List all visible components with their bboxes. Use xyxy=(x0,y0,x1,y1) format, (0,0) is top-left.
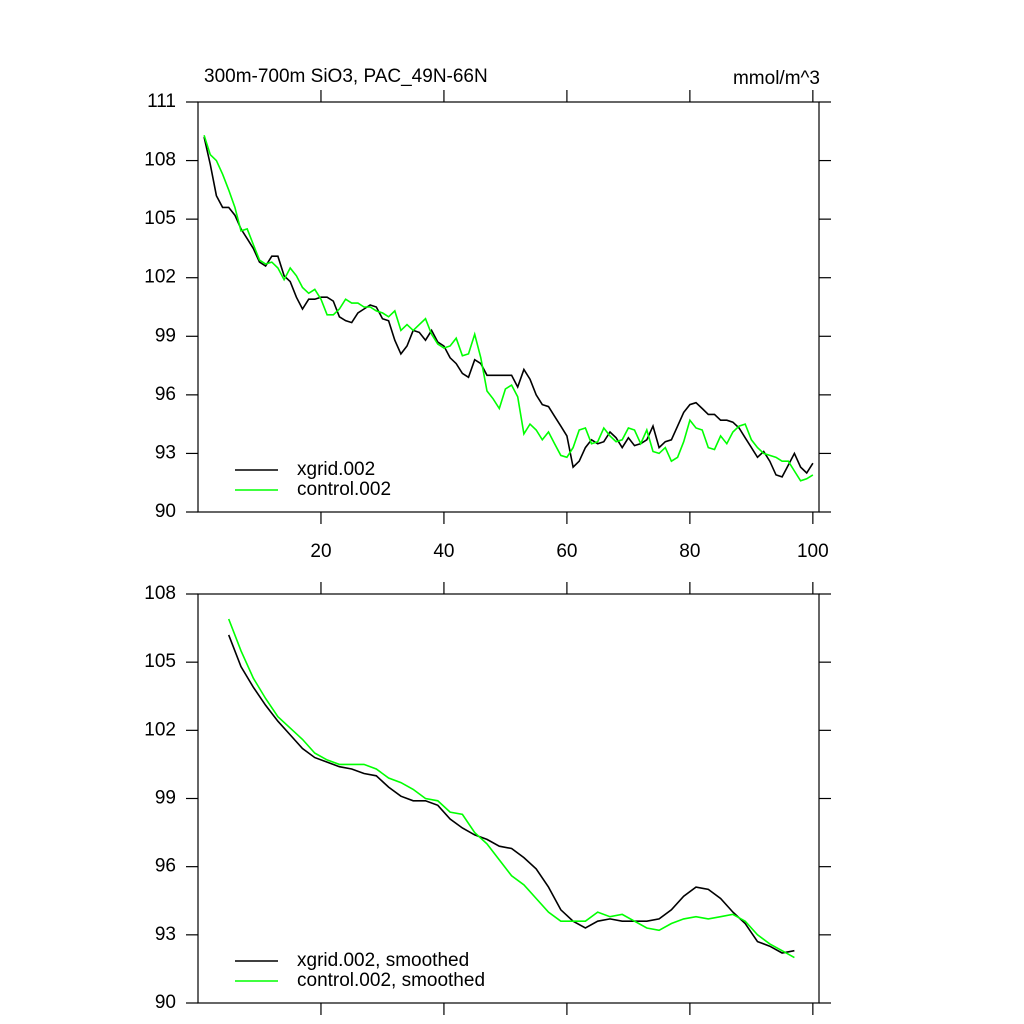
y-tick-label: 93 xyxy=(155,924,176,945)
legend-label: control.002 xyxy=(297,479,391,500)
chart-title: 300m-700m SiO3, PAC_49N-66N xyxy=(204,66,488,87)
y-tick-label: 105 xyxy=(144,208,176,229)
x-tick-label: 40 xyxy=(433,541,454,562)
legend-label: xgrid.002 xyxy=(297,459,375,480)
data-line xyxy=(203,136,814,478)
y-tick-label: 90 xyxy=(155,501,176,522)
y-tick-label: 102 xyxy=(144,719,176,740)
data-line xyxy=(203,134,814,482)
y-tick-label: 108 xyxy=(144,150,176,171)
y-tick-label: 102 xyxy=(144,267,176,288)
units-label: mmol/m^3 xyxy=(733,68,820,89)
y-tick-label: 93 xyxy=(155,442,176,463)
x-tick-label: 20 xyxy=(310,541,331,562)
data-line xyxy=(227,618,795,959)
y-tick-label: 99 xyxy=(155,325,176,346)
x-tick-label: 100 xyxy=(797,541,829,562)
y-tick-label: 96 xyxy=(155,856,176,877)
y-tick-label: 99 xyxy=(155,788,176,809)
y-tick-label: 96 xyxy=(155,384,176,405)
legend-label: xgrid.002, smoothed xyxy=(297,950,469,971)
plot-frame xyxy=(197,593,820,1004)
plot-frame xyxy=(197,101,820,513)
x-tick-label: 80 xyxy=(679,541,700,562)
y-tick-label: 111 xyxy=(147,91,176,112)
legend-label: control.002, smoothed xyxy=(297,970,485,991)
x-tick-label: 60 xyxy=(556,541,577,562)
y-tick-label: 108 xyxy=(144,583,176,604)
y-tick-label: 105 xyxy=(144,651,176,672)
y-tick-label: 90 xyxy=(155,992,176,1013)
data-line xyxy=(227,634,795,954)
